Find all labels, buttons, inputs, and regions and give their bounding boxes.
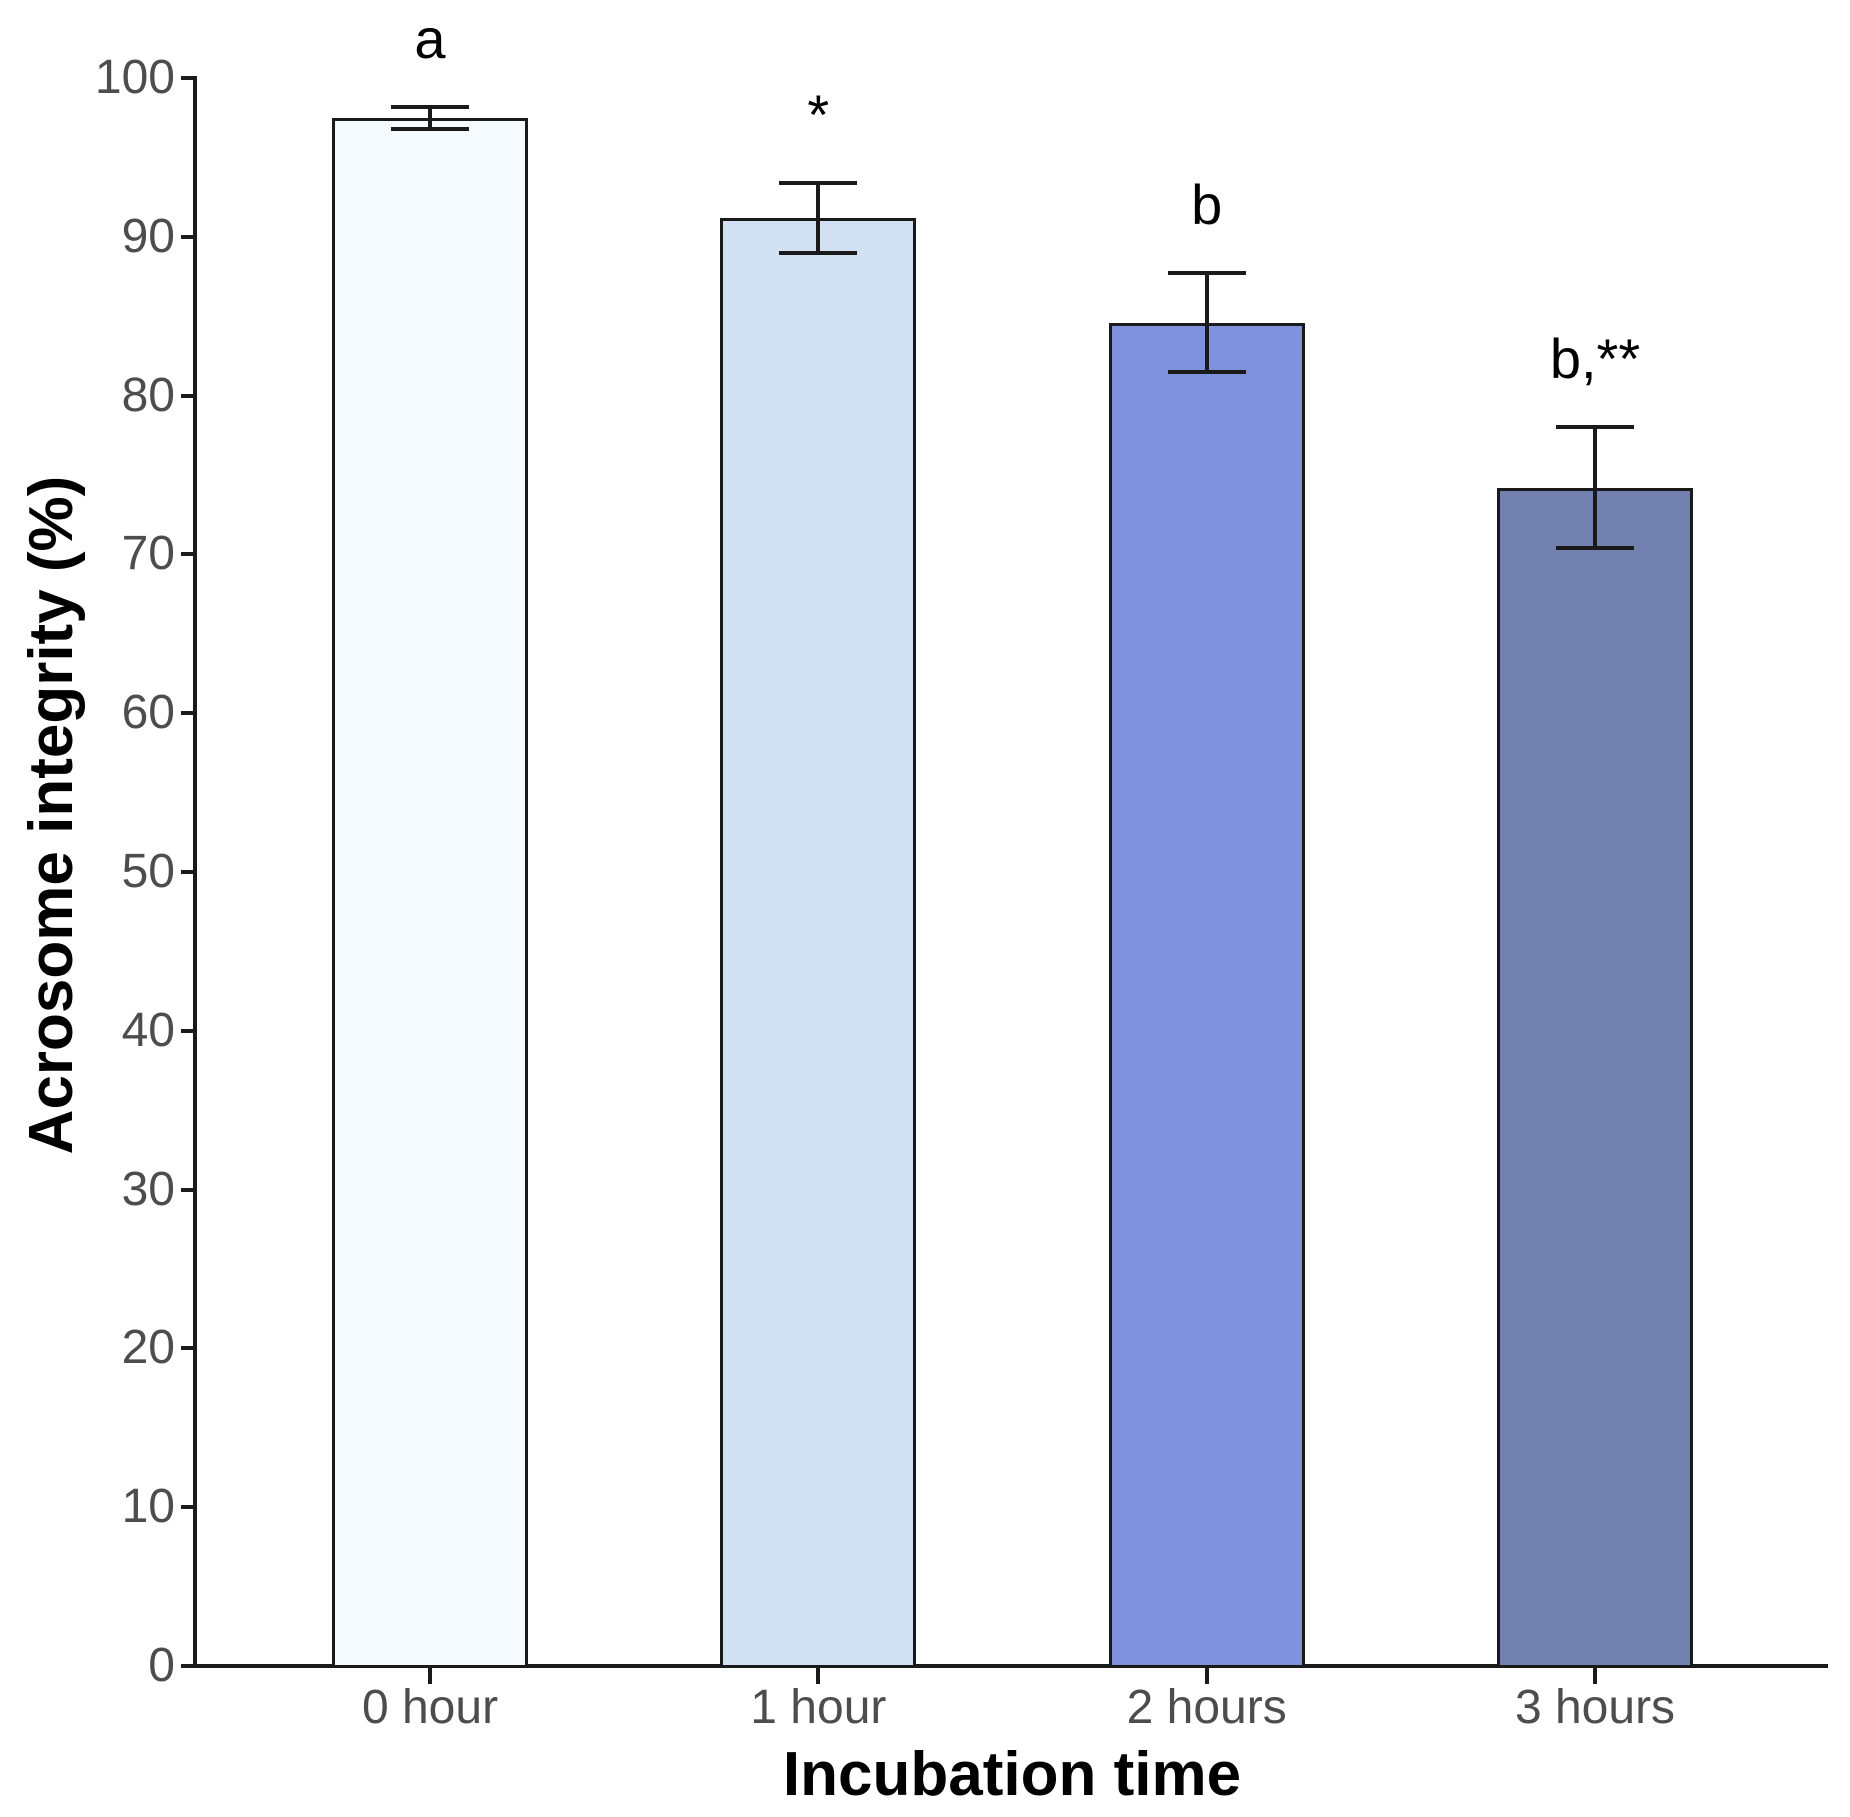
bar-3-hours xyxy=(1497,487,1693,1668)
x-axis-title: Incubation time xyxy=(782,1740,1242,1809)
y-tick-label: 20 xyxy=(121,1321,175,1375)
significance-annotation: * xyxy=(807,82,830,146)
y-tick-mark xyxy=(181,870,193,874)
y-tick-label: 60 xyxy=(121,686,175,740)
significance-annotation: b,** xyxy=(1549,327,1641,391)
y-tick-label: 100 xyxy=(94,51,175,104)
error-bar-line xyxy=(1204,273,1209,372)
y-tick-label: 70 xyxy=(121,527,175,581)
y-tick-mark xyxy=(181,76,193,80)
x-axis-line xyxy=(193,1664,1828,1668)
y-tick-mark xyxy=(181,711,193,716)
y-tick-label: 40 xyxy=(121,1003,175,1057)
x-tick-label: 1 hour xyxy=(750,1681,887,1734)
error-bar-cap-top xyxy=(1556,425,1634,430)
y-tick-label: 50 xyxy=(121,845,175,898)
y-tick-mark xyxy=(181,393,193,398)
x-tick-mark xyxy=(428,1668,432,1684)
error-bar-cap-top xyxy=(1167,271,1246,276)
significance-annotation: a xyxy=(414,6,446,70)
x-tick-label: 2 hours xyxy=(1126,1681,1287,1734)
error-bar-line xyxy=(1593,427,1597,549)
x-tick-mark xyxy=(1593,1668,1597,1684)
x-tick-label: 0 hour xyxy=(361,1681,499,1734)
x-tick-mark xyxy=(816,1668,821,1684)
y-tick-mark xyxy=(181,1664,193,1668)
y-tick-label: 0 xyxy=(148,1639,175,1692)
error-bar-cap-top xyxy=(779,180,858,185)
y-tick-mark xyxy=(181,234,193,239)
error-bar-line xyxy=(428,106,432,129)
y-tick-mark xyxy=(181,1187,193,1192)
y-tick-label: 10 xyxy=(121,1480,175,1534)
y-tick-mark xyxy=(181,552,193,557)
bar-1-hour xyxy=(720,217,917,1668)
x-tick-label: 3 hours xyxy=(1514,1681,1676,1734)
error-bar-cap-bottom xyxy=(391,126,469,131)
y-tick-mark xyxy=(181,1346,193,1351)
bar-0-hour xyxy=(332,117,528,1668)
error-bar-cap-top xyxy=(391,104,469,109)
y-tick-label: 30 xyxy=(121,1162,175,1216)
error-bar-line xyxy=(816,182,821,253)
y-axis-line xyxy=(193,76,197,1668)
y-tick-mark xyxy=(181,1028,193,1033)
x-tick-mark xyxy=(1204,1668,1209,1684)
y-tick-mark xyxy=(181,1505,193,1510)
significance-annotation: b xyxy=(1191,173,1223,237)
error-bar-cap-bottom xyxy=(1167,369,1246,374)
y-tick-label: 80 xyxy=(121,368,175,422)
bar-2-hours xyxy=(1108,322,1305,1668)
error-bar-cap-bottom xyxy=(1556,546,1634,551)
error-bar-cap-bottom xyxy=(779,250,858,255)
y-tick-label: 90 xyxy=(121,209,175,263)
